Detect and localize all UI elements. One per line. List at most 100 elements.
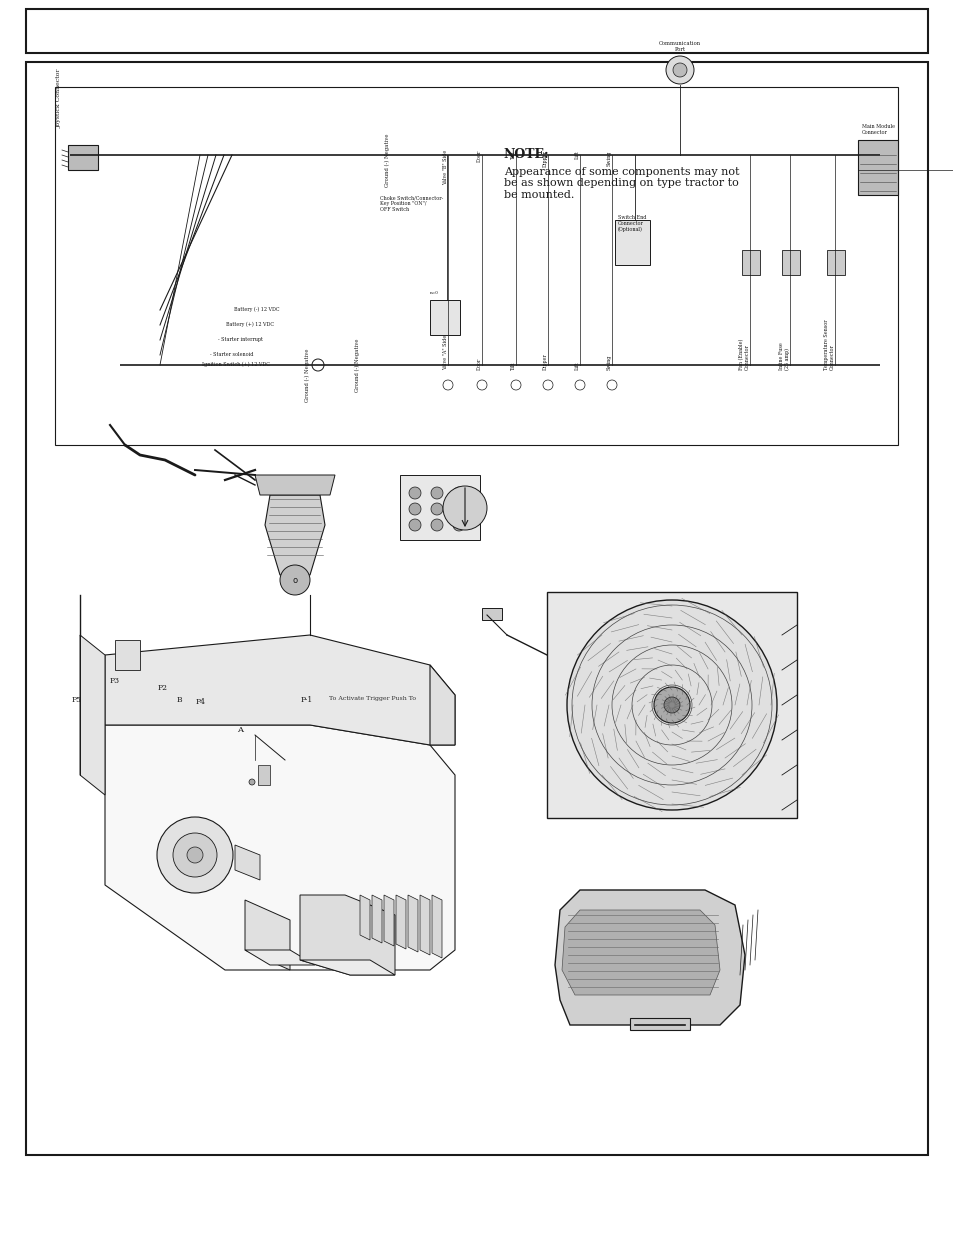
Circle shape bbox=[606, 380, 617, 390]
Text: Main Module
Connector: Main Module Connector bbox=[862, 125, 894, 135]
Circle shape bbox=[431, 487, 442, 499]
Polygon shape bbox=[359, 895, 370, 940]
Polygon shape bbox=[105, 635, 455, 745]
Polygon shape bbox=[105, 725, 455, 969]
Text: o: o bbox=[293, 576, 297, 584]
Circle shape bbox=[431, 503, 442, 515]
Text: Ground (-) Negative: Ground (-) Negative bbox=[384, 133, 390, 186]
Circle shape bbox=[442, 487, 486, 530]
Polygon shape bbox=[395, 895, 406, 948]
Circle shape bbox=[157, 818, 233, 893]
Circle shape bbox=[672, 63, 686, 77]
Text: Tilt: Tilt bbox=[511, 362, 516, 370]
Polygon shape bbox=[245, 900, 290, 969]
Circle shape bbox=[566, 600, 776, 810]
Bar bbox=[826, 249, 844, 275]
Polygon shape bbox=[245, 950, 314, 965]
Bar bbox=[629, 1018, 689, 1030]
Circle shape bbox=[249, 779, 254, 785]
Bar bbox=[857, 140, 897, 195]
Text: Inline Fuse
(25 amp): Inline Fuse (25 amp) bbox=[778, 342, 789, 370]
Text: Ignition Switch (+) 12 VDC: Ignition Switch (+) 12 VDC bbox=[202, 362, 270, 367]
Bar bbox=[430, 300, 459, 335]
Text: Battery (+) 12 VDC: Battery (+) 12 VDC bbox=[226, 322, 274, 327]
Text: Swing: Swing bbox=[606, 149, 612, 165]
Bar bbox=[68, 144, 98, 170]
Polygon shape bbox=[234, 845, 260, 881]
Bar bbox=[26, 62, 927, 1155]
Circle shape bbox=[511, 380, 520, 390]
Circle shape bbox=[312, 359, 324, 370]
Circle shape bbox=[663, 697, 679, 713]
Bar bbox=[26, 9, 927, 53]
Text: P5: P5 bbox=[71, 697, 81, 704]
Text: Ground (-) Negative: Ground (-) Negative bbox=[304, 348, 310, 401]
Bar bbox=[781, 249, 800, 275]
Bar bbox=[55, 86, 897, 445]
Text: P4: P4 bbox=[195, 699, 205, 706]
Circle shape bbox=[187, 847, 203, 863]
Polygon shape bbox=[430, 664, 455, 745]
Bar bbox=[615, 220, 649, 266]
Circle shape bbox=[409, 487, 420, 499]
Text: A: A bbox=[236, 726, 242, 734]
Polygon shape bbox=[432, 895, 441, 958]
Text: Door: Door bbox=[476, 358, 481, 370]
Polygon shape bbox=[372, 895, 381, 944]
Polygon shape bbox=[299, 895, 395, 974]
Bar bbox=[95, 415, 115, 427]
Text: Valve "B" Side: Valve "B" Side bbox=[442, 149, 448, 185]
Text: Dipper: Dipper bbox=[542, 149, 547, 167]
Polygon shape bbox=[408, 895, 417, 952]
Bar bbox=[546, 592, 796, 818]
Circle shape bbox=[409, 519, 420, 531]
Polygon shape bbox=[254, 475, 335, 495]
Text: Lift: Lift bbox=[575, 362, 579, 370]
Text: Communication
Port: Communication Port bbox=[659, 41, 700, 52]
Circle shape bbox=[453, 503, 464, 515]
Circle shape bbox=[409, 503, 420, 515]
Text: Door: Door bbox=[476, 149, 481, 162]
Polygon shape bbox=[80, 635, 105, 795]
Text: Appearance of some components may not
be as shown depending on type tractor to
b: Appearance of some components may not be… bbox=[503, 167, 739, 200]
Polygon shape bbox=[561, 910, 720, 995]
Text: n=0: n=0 bbox=[430, 291, 438, 295]
Text: - Starter interrupt: - Starter interrupt bbox=[218, 337, 263, 342]
Text: P3: P3 bbox=[110, 678, 120, 685]
Text: - Starter solenoid: - Starter solenoid bbox=[210, 352, 253, 357]
Polygon shape bbox=[265, 495, 325, 576]
Text: Battery (-) 12 VDC: Battery (-) 12 VDC bbox=[233, 306, 279, 312]
Circle shape bbox=[431, 519, 442, 531]
Circle shape bbox=[280, 564, 310, 595]
Text: B: B bbox=[176, 697, 182, 704]
Text: Valve "A" Side: Valve "A" Side bbox=[442, 335, 448, 370]
Circle shape bbox=[476, 380, 486, 390]
Text: NOTE:: NOTE: bbox=[503, 147, 549, 161]
Bar bbox=[399, 475, 479, 540]
Text: Fan (Enable)
Connector: Fan (Enable) Connector bbox=[739, 338, 749, 370]
Circle shape bbox=[542, 380, 553, 390]
Bar bbox=[481, 608, 501, 620]
Text: Choke Switch/Connector-
Key Position "ON"/
OFF Switch: Choke Switch/Connector- Key Position "ON… bbox=[379, 195, 443, 211]
Circle shape bbox=[453, 519, 464, 531]
Polygon shape bbox=[419, 895, 430, 955]
Bar bbox=[115, 640, 140, 671]
Bar bbox=[741, 249, 760, 275]
Text: Dipper: Dipper bbox=[542, 353, 547, 370]
Text: P2: P2 bbox=[157, 684, 167, 692]
Bar bbox=[257, 764, 270, 785]
Polygon shape bbox=[555, 890, 744, 1025]
Text: To Activate Trigger Push To: To Activate Trigger Push To bbox=[329, 697, 416, 701]
Circle shape bbox=[172, 832, 216, 877]
Circle shape bbox=[453, 487, 464, 499]
Text: Swing: Swing bbox=[606, 354, 612, 370]
Text: Switch End
Connector
(Optional): Switch End Connector (Optional) bbox=[618, 215, 646, 232]
Circle shape bbox=[665, 56, 693, 84]
Circle shape bbox=[575, 380, 584, 390]
Text: Tilt: Tilt bbox=[511, 149, 516, 158]
Text: P-1: P-1 bbox=[300, 697, 313, 704]
Circle shape bbox=[654, 687, 689, 722]
Circle shape bbox=[442, 380, 453, 390]
Text: Temperature Sensor
Connector: Temperature Sensor Connector bbox=[823, 320, 834, 370]
Text: Ground (-) Negative: Ground (-) Negative bbox=[355, 338, 359, 391]
